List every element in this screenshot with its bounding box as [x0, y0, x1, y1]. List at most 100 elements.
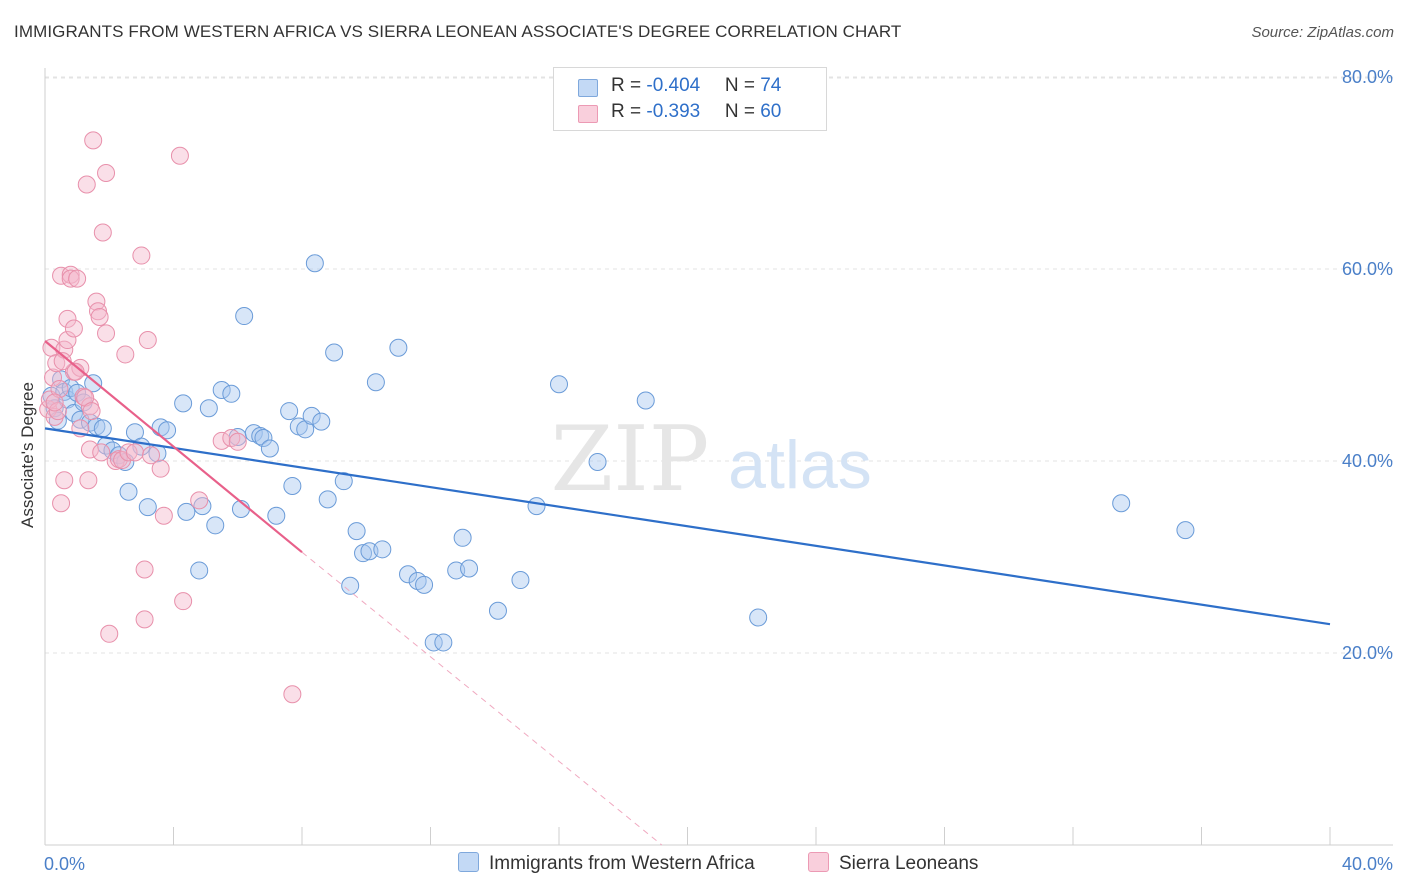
point-sierra-leone	[154, 506, 173, 525]
point-sierra-leone	[135, 560, 154, 579]
y-tick-label: 60.0%	[1342, 259, 1393, 279]
point-western-africa	[527, 497, 546, 516]
point-western-africa	[341, 576, 360, 595]
point-western-africa	[119, 482, 138, 501]
point-sierra-leone	[132, 246, 151, 265]
point-western-africa	[199, 399, 218, 418]
legend-n-label: N =	[724, 101, 761, 122]
point-sierra-leone	[45, 407, 64, 426]
point-western-africa	[636, 391, 655, 410]
point-sierra-leone	[93, 223, 112, 242]
point-western-africa	[212, 380, 231, 399]
point-sierra-leone	[44, 368, 63, 387]
point-sierra-leone	[228, 432, 247, 451]
trend-line-western-africa	[44, 427, 1331, 626]
point-western-africa	[93, 419, 112, 438]
legend-n-value: 60	[760, 101, 782, 122]
point-western-africa	[260, 439, 279, 458]
point-sierra-leone	[77, 175, 96, 194]
point-western-africa	[588, 452, 607, 471]
point-western-africa	[267, 506, 286, 525]
y-tick-label: 20.0%	[1342, 643, 1393, 663]
legend-r-value: -0.393	[646, 101, 701, 122]
point-sierra-leone	[47, 354, 66, 373]
point-sierra-leone	[45, 393, 64, 412]
legend-swatch-western-africa	[578, 79, 598, 97]
watermark-atlas: atlas	[728, 427, 872, 503]
point-western-africa	[251, 427, 270, 446]
point-sierra-leone	[68, 269, 87, 288]
point-sierra-leone	[100, 624, 119, 643]
point-western-africa	[325, 343, 344, 362]
point-western-africa	[366, 373, 385, 392]
legend-r-label: R =	[611, 75, 647, 96]
point-sierra-leone	[190, 491, 209, 510]
point-sierra-leone	[125, 443, 144, 462]
point-sierra-leone	[80, 440, 99, 459]
chart-title: IMMIGRANTS FROM WESTERN AFRICA VS SIERRA…	[14, 22, 902, 41]
x-tick-label: 0.0%	[44, 854, 85, 874]
point-western-africa	[488, 601, 507, 620]
legend-r-label: R =	[611, 101, 647, 122]
trend-lines	[44, 340, 1331, 846]
point-sierra-leone	[61, 269, 80, 288]
y-tick-label: 80.0%	[1342, 67, 1393, 87]
point-western-africa	[318, 490, 337, 509]
point-sierra-leone	[58, 309, 77, 328]
point-sierra-leone	[116, 345, 135, 364]
trend-line-sierra-leone	[44, 340, 303, 554]
tick-labels: 20.0% 40.0% 60.0% 80.0% 0.0% 40.0%	[44, 67, 1393, 874]
legend-swatch-western-africa	[458, 852, 479, 872]
grid-lines	[45, 76, 1393, 654]
point-western-africa	[280, 402, 299, 421]
point-western-africa	[206, 516, 225, 535]
legend-swatch-sierra-leone	[808, 852, 829, 872]
point-sierra-leone	[58, 331, 77, 350]
point-western-africa	[434, 633, 453, 652]
x-tick-label: 40.0%	[1342, 854, 1393, 874]
point-sierra-leone	[79, 471, 98, 490]
point-western-africa	[389, 338, 408, 357]
point-western-africa	[84, 374, 103, 393]
point-sierra-leone	[138, 331, 157, 350]
point-western-africa	[460, 559, 479, 578]
point-western-africa	[235, 307, 254, 326]
legend-n-label: N =	[724, 75, 761, 96]
legend-n-value: 74	[760, 75, 782, 96]
legend-label-western-africa: Immigrants from Western Africa	[489, 853, 755, 874]
point-western-africa	[312, 412, 331, 431]
point-western-africa	[550, 375, 568, 394]
point-sierra-leone	[82, 402, 101, 421]
point-sierra-leone	[174, 592, 193, 611]
point-western-africa	[190, 561, 209, 580]
point-sierra-leone	[87, 292, 106, 311]
axes	[44, 68, 1393, 846]
point-sierra-leone	[50, 380, 69, 398]
watermark-zip: ZIP	[551, 407, 710, 512]
point-western-africa	[334, 472, 353, 491]
point-western-africa	[254, 428, 273, 447]
point-western-africa	[283, 476, 302, 495]
point-western-africa	[305, 254, 324, 273]
point-sierra-leone	[119, 443, 138, 462]
data-points	[39, 131, 1195, 704]
point-sierra-leone	[106, 452, 125, 470]
point-sierra-leone	[135, 610, 154, 629]
legend-label-sierra-leone: Sierra Leoneans	[839, 853, 979, 874]
point-western-africa	[453, 528, 472, 547]
point-sierra-leone	[97, 164, 116, 182]
point-sierra-leone	[90, 308, 109, 326]
point-sierra-leone	[142, 446, 161, 465]
point-sierra-leone	[55, 471, 74, 490]
legend-r-value: -0.404	[646, 75, 701, 96]
point-western-africa	[138, 498, 157, 517]
y-tick-label: 40.0%	[1342, 451, 1393, 471]
point-western-africa	[174, 394, 193, 413]
point-sierra-leone	[283, 685, 302, 704]
point-western-africa	[158, 421, 177, 440]
point-western-africa	[193, 497, 212, 516]
point-western-africa	[177, 502, 196, 521]
point-sierra-leone	[151, 459, 170, 478]
point-sierra-leone	[170, 146, 189, 165]
